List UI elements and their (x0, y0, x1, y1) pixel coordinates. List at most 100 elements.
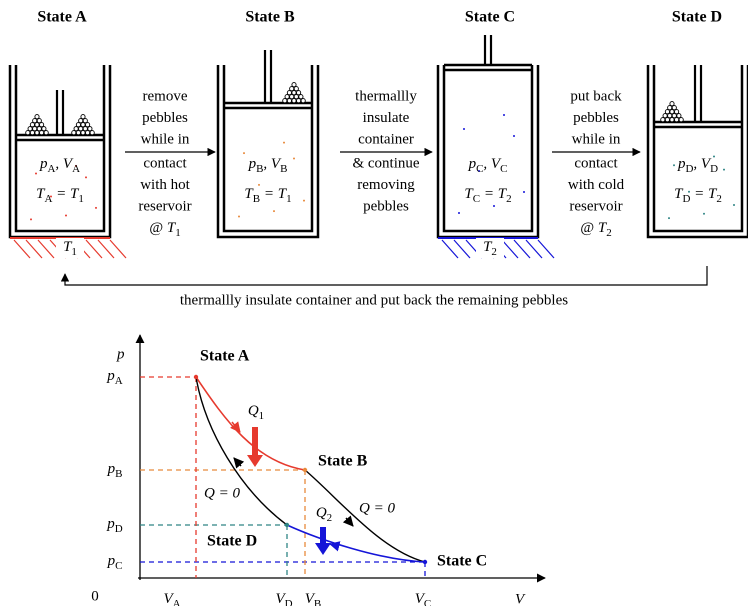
pebble (41, 126, 47, 132)
math-sub: C (115, 560, 122, 572)
math-text: V (415, 591, 426, 606)
pebble (660, 117, 666, 123)
math-label: VC (415, 591, 432, 606)
math-text: = T (52, 186, 80, 202)
math-text: p (106, 368, 115, 384)
label: contact (143, 155, 187, 171)
particle (303, 199, 305, 202)
math-label: VA (163, 591, 180, 606)
path (195, 376, 306, 471)
math-text: p (248, 156, 257, 172)
particle (673, 164, 675, 167)
label: 0 (91, 588, 99, 604)
math-text: p (107, 461, 116, 477)
math-sub: A (44, 193, 52, 205)
pebble (27, 126, 33, 132)
path (342, 515, 354, 527)
label: State A (37, 9, 87, 26)
math-label: Q2 (316, 505, 332, 523)
path (14, 65, 106, 233)
particle (723, 168, 725, 171)
math-sub: D (682, 193, 690, 205)
label: thermallly insulate container and put ba… (180, 292, 568, 308)
adiabat-label: Q = 0 (204, 485, 240, 501)
particle (50, 195, 52, 198)
pebble (43, 130, 49, 136)
math-text: T (36, 186, 46, 202)
label: State C (465, 9, 515, 26)
reservoir-label-bg (56, 238, 84, 258)
label: container (358, 131, 414, 147)
pebble (78, 118, 84, 124)
label: & continue (352, 155, 419, 171)
math-text: = T (690, 186, 718, 202)
pebble (667, 113, 673, 119)
path (8, 65, 112, 239)
math-text: @ T (580, 220, 608, 236)
math-sub: B (253, 193, 260, 205)
math-label: T2 (483, 239, 497, 257)
math-sub: A (115, 375, 123, 387)
pebble (667, 105, 673, 111)
pebble (298, 94, 304, 100)
label: State A (200, 348, 250, 365)
pebble (75, 122, 81, 128)
pebble (75, 130, 81, 136)
pebble (29, 130, 35, 136)
math-sub: 2 (716, 193, 722, 205)
math-sub: B (256, 163, 263, 175)
math-text: , V (483, 156, 502, 172)
pebble (664, 117, 670, 123)
math-label: pC, VC (468, 156, 508, 174)
path (442, 65, 534, 233)
particle (513, 135, 515, 137)
math-text: p (39, 156, 48, 172)
pebble (300, 98, 306, 104)
axis-label: p (116, 346, 125, 362)
pebble (289, 86, 295, 92)
path (222, 65, 314, 233)
math-label: T1 (63, 239, 77, 257)
math-label: VD (275, 591, 292, 606)
pebble (293, 86, 299, 92)
adiabat-label: Q = 0 (359, 500, 395, 516)
line (25, 239, 43, 259)
label: State C (437, 553, 487, 570)
label: pebbles (363, 198, 409, 214)
math-label: TA = T1 (36, 186, 84, 204)
pebble (664, 109, 670, 115)
state-point (422, 559, 428, 565)
math-sub: 1 (175, 227, 181, 239)
pebble (80, 122, 86, 128)
math-sub: A (173, 598, 181, 606)
particle (35, 172, 37, 175)
math-sub: 1 (259, 410, 265, 422)
math-text: Q (248, 403, 259, 419)
line (453, 239, 471, 259)
path (286, 524, 426, 563)
math-sub: C (424, 598, 431, 606)
line (441, 239, 459, 259)
pebble (82, 126, 88, 132)
label: while in (572, 131, 621, 147)
math-text: T (483, 239, 493, 255)
particle (478, 170, 480, 172)
math-label: @ T2 (580, 220, 611, 238)
state-point (193, 374, 199, 380)
label: with cold (568, 177, 625, 193)
pebble (291, 90, 297, 96)
math-label: TC = T2 (464, 186, 511, 204)
math-sub: C (476, 163, 483, 175)
pebble (32, 118, 38, 124)
pebble (669, 101, 675, 107)
math-text: , V (263, 156, 282, 172)
particle (703, 212, 705, 215)
path (328, 541, 341, 552)
math-text: T (63, 239, 73, 255)
math-text: = T (480, 186, 508, 202)
math-label: Q1 (248, 403, 264, 421)
line (501, 239, 519, 259)
math-sub: B (115, 468, 122, 480)
particle (243, 152, 245, 155)
line (13, 239, 31, 259)
